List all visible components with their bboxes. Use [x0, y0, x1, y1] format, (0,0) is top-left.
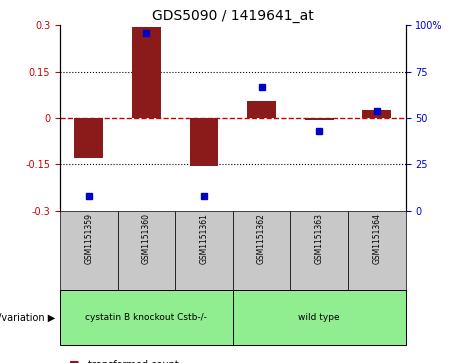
Bar	[74, 118, 103, 158]
Text: cystatin B knockout Cstb-/-: cystatin B knockout Cstb-/-	[85, 313, 207, 322]
Bar	[189, 118, 219, 166]
Bar	[362, 110, 391, 118]
Text: GSM1151361: GSM1151361	[200, 213, 208, 264]
Text: genotype/variation ▶: genotype/variation ▶	[0, 313, 55, 323]
Text: wild type: wild type	[298, 313, 340, 322]
Bar	[132, 27, 161, 118]
Text: GSM1151360: GSM1151360	[142, 213, 151, 264]
Title: GDS5090 / 1419641_at: GDS5090 / 1419641_at	[152, 9, 313, 23]
Text: GSM1151362: GSM1151362	[257, 213, 266, 264]
Bar	[305, 118, 334, 119]
Text: transformed count: transformed count	[88, 360, 178, 363]
Bar	[247, 101, 276, 118]
Text: GSM1151364: GSM1151364	[372, 213, 381, 264]
Text: GSM1151363: GSM1151363	[315, 213, 324, 264]
Text: ■: ■	[69, 360, 80, 363]
Text: GSM1151359: GSM1151359	[84, 213, 93, 264]
